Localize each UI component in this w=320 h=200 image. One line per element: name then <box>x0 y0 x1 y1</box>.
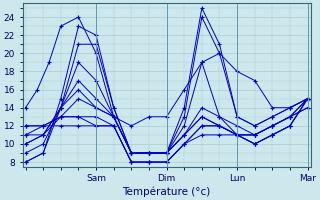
X-axis label: Température (°c): Température (°c) <box>123 186 211 197</box>
